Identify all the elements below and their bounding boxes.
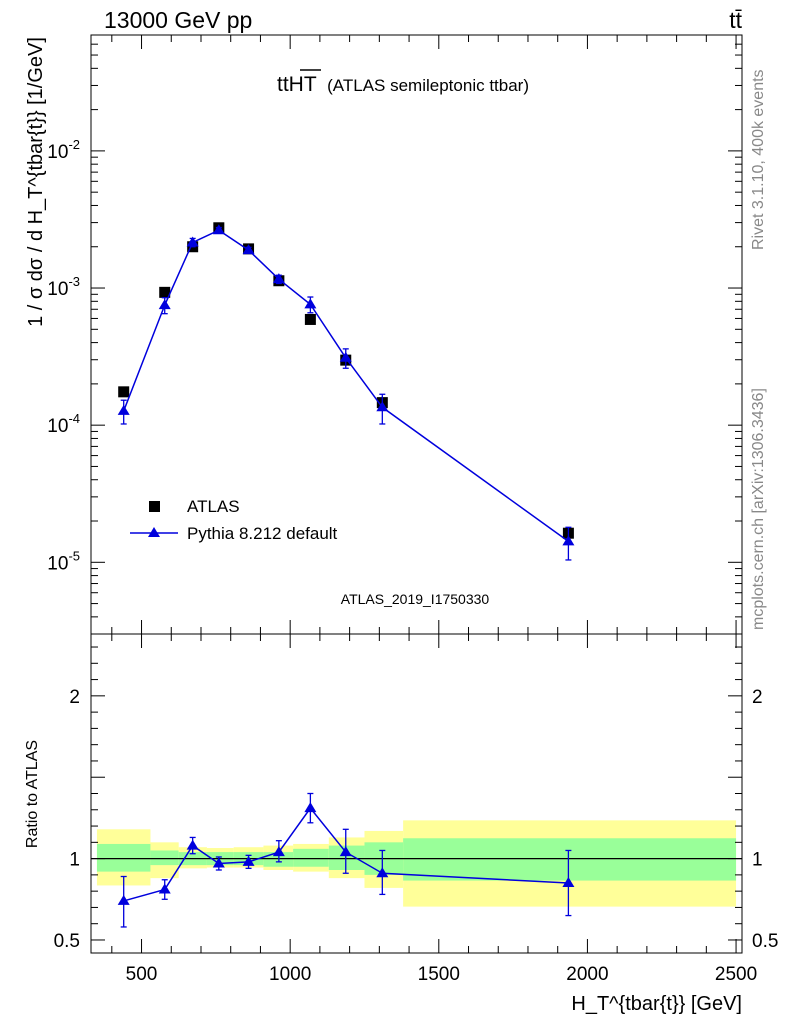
ratio-y-tick-label: 1 <box>69 850 80 871</box>
pythia-point <box>562 535 575 546</box>
atlas-point <box>118 386 130 398</box>
ratio-pythia-point <box>158 883 171 894</box>
main-y-axis-label: 1 / σ dσ / d H_T^{tbar{t}} [1/GeV] <box>25 37 47 327</box>
ratio-pythia-point <box>376 867 389 878</box>
ratio-pythia-point <box>117 894 130 905</box>
legend-pythia-label: Pythia 8.212 default <box>187 524 338 543</box>
pythia-point <box>117 404 130 415</box>
pythia-point <box>212 224 225 235</box>
pythia-point <box>304 298 317 309</box>
ratio-panel: 0.5 0.5 1 1 2 2 500 1000 1500 2000 2500 Ratio to … <box>24 633 778 1015</box>
ratio-x-ticks: 500 1000 1500 2000 2500 <box>111 634 757 985</box>
atlas-point <box>304 313 316 325</box>
legend-pythia-marker <box>148 527 160 537</box>
plot-title-main: ttHT <box>277 73 317 96</box>
ratio-y-tick-label-right: 1 <box>752 850 763 871</box>
main-y-tick-label: 10-3 <box>47 274 80 300</box>
header-collision-label: 13000 GeV pp <box>104 7 252 33</box>
ratio-pythia-point <box>186 839 199 850</box>
pythia-line <box>122 229 569 543</box>
uncertainty-band-inner <box>96 843 151 872</box>
main-panel-frame <box>90 34 743 635</box>
main-plot-area <box>117 222 575 561</box>
rivet-version-label: Rivet 3.1.10, 400k events <box>750 69 767 250</box>
x-tick-label: 1000 <box>269 964 311 985</box>
ratio-y-tick-label-right: 0.5 <box>752 931 778 952</box>
uncertainty-band-inner <box>293 848 329 867</box>
pythia-point <box>272 273 285 284</box>
ratio-pythia-point <box>304 802 317 813</box>
header-process-label: tt̄ <box>729 7 742 33</box>
ratio-pythia-line <box>123 806 569 902</box>
analysis-id-label: ATLAS_2019_I1750330 <box>341 591 490 607</box>
ratio-pythia-point <box>272 846 285 857</box>
pythia-point <box>339 351 352 362</box>
pythia-point <box>242 244 255 255</box>
x-axis-label: H_T^{tbar{t}} [GeV] <box>571 993 742 1015</box>
atlas-point <box>159 286 171 298</box>
ratio-plot-area <box>91 792 742 928</box>
main-y-ticks: 10-5 10-4 10-3 10-2 <box>47 34 742 635</box>
ratio-y-ticks: 0.5 0.5 1 1 2 2 <box>54 646 778 952</box>
ratio-y-tick-label: 2 <box>69 687 80 708</box>
main-y-tick-label: 10-5 <box>47 548 80 574</box>
x-tick-label: 2000 <box>566 964 608 985</box>
ratio-pythia-point <box>212 857 225 868</box>
plot-title-sub: (ATLAS semileptonic ttbar) <box>327 76 529 95</box>
pythia-point <box>186 236 199 247</box>
x-tick-label: 500 <box>126 964 158 985</box>
main-y-tick-label: 10-2 <box>47 137 80 163</box>
uncertainty-band-inner <box>403 838 737 881</box>
ratio-pythia-point <box>242 855 255 866</box>
mcplots-label: mcplots.cern.ch [arXiv:1306.3436] <box>750 388 767 630</box>
legend-atlas-label: ATLAS <box>187 497 240 516</box>
plot-title: ttHT (ATLAS semileptonic ttbar) <box>277 73 529 96</box>
x-tick-label: 1500 <box>418 964 460 985</box>
ratio-y-tick-label: 0.5 <box>54 931 80 952</box>
main-panel: 10-5 10-4 10-3 10-2 ttHT (ATLAS semileptoni… <box>25 34 743 635</box>
main-y-tick-label: 10-4 <box>47 411 80 437</box>
pythia-point <box>376 401 389 412</box>
ratio-y-axis-label: Ratio to ATLAS <box>24 740 41 848</box>
ratio-pythia-point <box>562 877 575 888</box>
uncertainty-band-inner <box>150 850 179 866</box>
x-tick-label: 2500 <box>715 964 757 985</box>
legend: ATLAS Pythia 8.212 default <box>130 497 338 543</box>
legend-atlas-marker <box>149 501 160 512</box>
ratio-y-tick-label-right: 2 <box>752 687 763 708</box>
ratio-pythia-point <box>339 846 352 857</box>
pythia-point <box>158 299 171 310</box>
main-x-ticks <box>111 35 737 634</box>
